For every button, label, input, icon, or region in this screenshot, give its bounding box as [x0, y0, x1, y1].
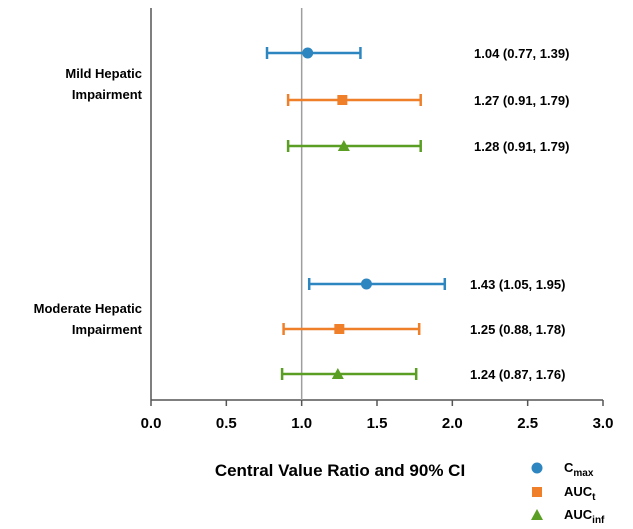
legend-label: AUCt	[564, 484, 596, 503]
legend-item: AUCt	[532, 484, 596, 503]
group-label: Impairment	[72, 87, 143, 102]
ci-value-label: 1.04 (0.77, 1.39)	[474, 46, 569, 61]
point-estimate-marker	[331, 368, 344, 379]
legend-item: AUCinf	[531, 507, 605, 526]
group-label: Moderate Hepatic	[34, 301, 142, 316]
ci-value-label: 1.24 (0.87, 1.76)	[470, 367, 565, 382]
point-estimate-marker	[360, 278, 372, 290]
x-axis-label: Central Value Ratio and 90% CI	[215, 461, 465, 480]
point-estimate-marker	[337, 95, 348, 105]
point-estimate-marker	[337, 140, 350, 151]
ci-row: 1.24 (0.87, 1.76)	[280, 367, 565, 382]
x-tick-label: 0.5	[216, 415, 237, 432]
ci-value-label: 1.25 (0.88, 1.78)	[470, 322, 565, 337]
legend-item: Cmax	[531, 460, 594, 479]
ci-row: 1.43 (1.05, 1.95)	[307, 277, 565, 292]
legend-label: Cmax	[564, 460, 594, 479]
ci-value-label: 1.28 (0.91, 1.79)	[474, 139, 569, 154]
legend-marker	[532, 487, 542, 497]
ci-row: 1.25 (0.88, 1.78)	[282, 322, 565, 337]
ci-row: 1.04 (0.77, 1.39)	[265, 46, 569, 61]
group-label: Impairment	[72, 322, 143, 337]
ci-row: 1.28 (0.91, 1.79)	[286, 139, 569, 154]
plot-axes: 0.0 0.5 1.0 1.5 2.0 2.5 3.0	[141, 8, 614, 432]
legend-marker	[531, 509, 543, 520]
ci-rows: 1.04 (0.77, 1.39) 1.27 (0.91, 1.79) 1.28 (…	[265, 46, 569, 382]
legend-marker	[531, 462, 543, 474]
x-tick-label: 1.0	[291, 415, 312, 432]
ci-value-label: 1.27 (0.91, 1.79)	[474, 93, 569, 108]
ci-value-label: 1.43 (1.05, 1.95)	[470, 277, 565, 292]
x-tick-label: 2.5	[517, 415, 538, 432]
ci-row: 1.27 (0.91, 1.79)	[286, 93, 569, 108]
group-label: Mild Hepatic	[65, 66, 142, 81]
legend: Cmax AUCt AUCinf	[531, 460, 605, 526]
x-tick-label: 1.5	[367, 415, 388, 432]
point-estimate-marker	[334, 324, 345, 334]
group-labels: Mild Hepatic Impairment Moderate Hepatic Im…	[34, 66, 143, 337]
x-tick-label: 3.0	[593, 415, 614, 432]
x-tick-label: 2.0	[442, 415, 463, 432]
point-estimate-marker	[302, 47, 314, 59]
x-tick-label: 0.0	[141, 415, 162, 432]
legend-label: AUCinf	[564, 507, 605, 526]
